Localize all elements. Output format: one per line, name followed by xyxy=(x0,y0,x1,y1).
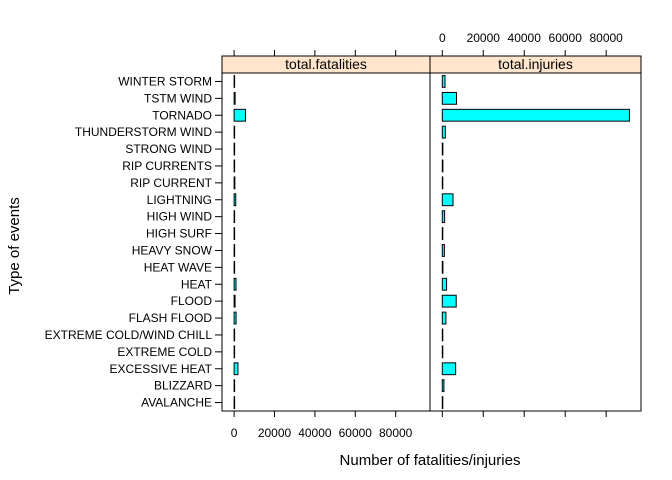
category-label: RIP CURRENT xyxy=(130,176,212,190)
bar xyxy=(233,125,236,139)
bar xyxy=(233,142,236,156)
bar xyxy=(441,210,446,224)
bar xyxy=(233,396,236,409)
bar xyxy=(233,260,236,274)
bar xyxy=(441,176,444,190)
bar xyxy=(441,379,445,393)
bar xyxy=(233,227,236,240)
category-label: TORNADO xyxy=(152,108,212,122)
bar xyxy=(441,91,458,105)
x-tick-label-top: 40000 xyxy=(508,31,542,45)
bar xyxy=(233,379,236,393)
category-label: HEAT xyxy=(181,277,213,291)
strip-label: total.fatalities xyxy=(285,56,367,72)
category-labels: AVALANCHE BLIZZARD EXCESSIVE HEAT EXTREME C… xyxy=(45,74,222,410)
category-label: EXTREME COLD/WIND CHILL xyxy=(45,328,213,342)
x-tick-label-bottom: 40000 xyxy=(298,426,332,440)
bar xyxy=(441,277,448,291)
category-label: EXCESSIVE HEAT xyxy=(110,362,213,376)
panels: total.fatalities total.injuries xyxy=(221,55,642,412)
bar xyxy=(441,125,446,139)
bar xyxy=(233,159,236,173)
strip-label: total.injuries xyxy=(498,56,573,72)
bar xyxy=(233,108,246,122)
bar xyxy=(233,277,237,291)
bar xyxy=(441,159,444,173)
bar xyxy=(441,75,446,88)
category-label: HIGH SURF xyxy=(146,227,212,241)
x-tick-label-top: 60000 xyxy=(549,31,583,45)
category-label: STRONG WIND xyxy=(125,142,212,156)
x-tick-label-bottom: 80000 xyxy=(379,426,413,440)
bar xyxy=(441,328,444,342)
bar xyxy=(441,396,444,409)
bar xyxy=(233,176,236,190)
bar xyxy=(441,142,444,156)
panel-frame xyxy=(429,72,642,412)
bar xyxy=(233,311,237,325)
bar xyxy=(441,227,444,240)
x-tick-label-top: 80000 xyxy=(589,31,623,45)
category-label: HEAT WAVE xyxy=(144,260,212,274)
x-tick-label-bottom: 20000 xyxy=(258,426,292,440)
y-axis-title: Type of events xyxy=(6,197,23,295)
bar xyxy=(441,193,454,207)
category-label: HEAVY SNOW xyxy=(132,243,213,257)
category-label: TSTM WIND xyxy=(144,91,212,105)
category-label: FLASH FLOOD xyxy=(129,311,213,325)
bar xyxy=(441,362,457,376)
bar xyxy=(441,345,444,359)
bar xyxy=(233,244,236,257)
category-label: EXTREME COLD xyxy=(117,345,212,359)
bar xyxy=(441,108,630,122)
x-tick-label-bottom: 0 xyxy=(231,426,238,440)
bar xyxy=(441,260,444,274)
category-label: WINTER STORM xyxy=(118,74,212,88)
bar xyxy=(233,362,239,376)
category-label: AVALANCHE xyxy=(141,396,212,410)
bar xyxy=(233,91,236,105)
category-label: THUNDERSTORM WIND xyxy=(75,125,212,139)
panel-frame xyxy=(221,72,431,412)
category-label: RIP CURRENTS xyxy=(122,159,212,173)
bar xyxy=(233,75,236,88)
x-tick-label-top: 20000 xyxy=(467,31,501,45)
panel-total-fatalities: total.fatalities xyxy=(221,55,431,412)
bar xyxy=(233,345,236,359)
category-label: HIGH WIND xyxy=(147,210,213,224)
bar xyxy=(233,294,236,308)
category-label: BLIZZARD xyxy=(154,379,212,393)
x-axis-title: Number of fatalities/injuries xyxy=(340,452,521,469)
category-label: FLOOD xyxy=(171,294,213,308)
bar xyxy=(233,193,237,207)
x-tick-label-bottom: 60000 xyxy=(339,426,373,440)
bar xyxy=(441,311,447,325)
axes: 0 20000 40000 60000 80000 0 20000 40000 60000 800… xyxy=(231,31,623,440)
bar xyxy=(441,294,457,308)
bar xyxy=(233,210,236,224)
panel-total-injuries: total.injuries xyxy=(429,55,642,412)
x-tick-label-top: 0 xyxy=(439,31,446,45)
bar xyxy=(233,328,236,342)
category-label: LIGHTNING xyxy=(147,193,212,207)
bar xyxy=(441,244,445,257)
